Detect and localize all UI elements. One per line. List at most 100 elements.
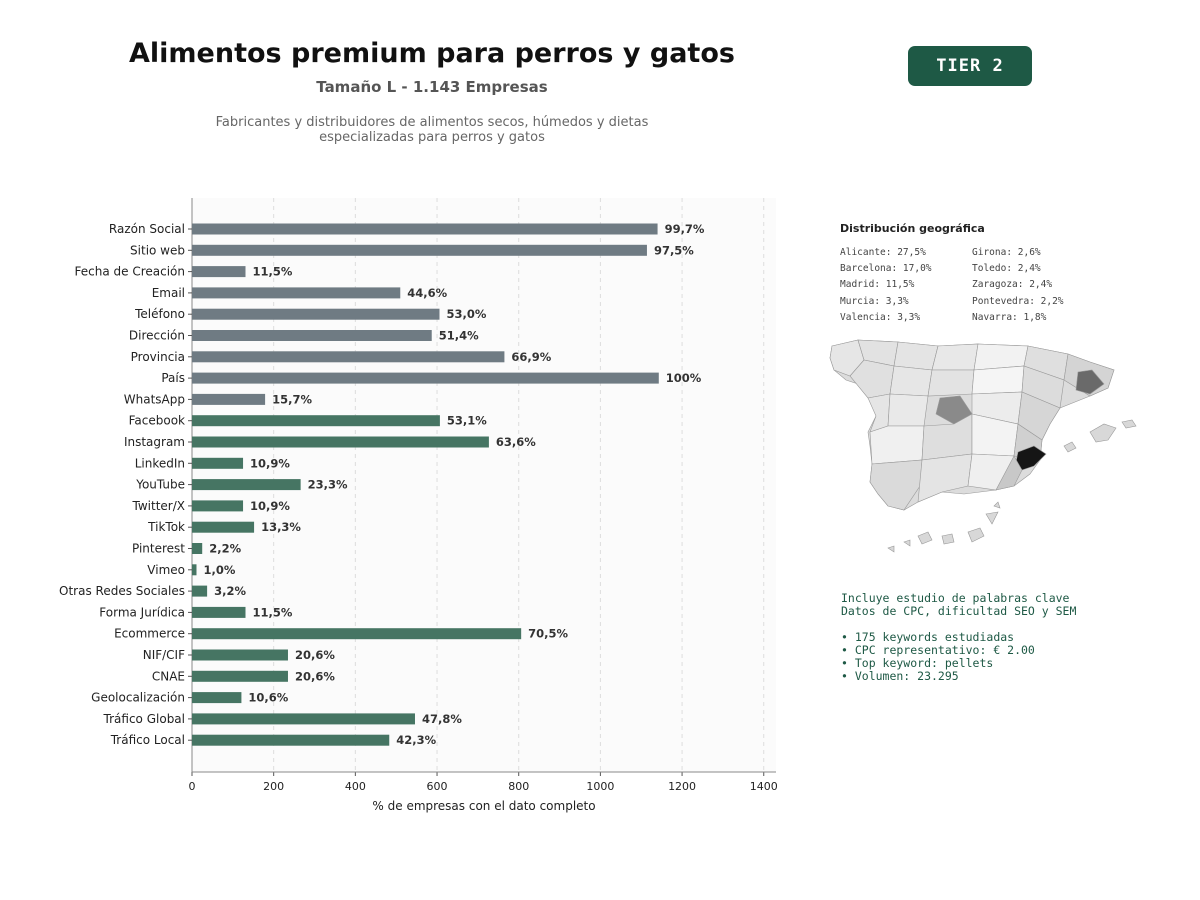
geo-item: Barcelona: 17,0% <box>840 263 932 275</box>
y-tick-label: Geolocalización <box>91 691 185 705</box>
geo-item: Toledo: 2,4% <box>972 263 1041 275</box>
geo-item: Navarra: 1,8% <box>972 311 1047 323</box>
y-tick-label: Razón Social <box>109 222 185 236</box>
bar <box>192 543 203 554</box>
bar <box>192 351 505 363</box>
data-label: 11,5% <box>252 605 292 619</box>
map-canary <box>917 531 933 545</box>
keyword-bullet: • CPC representativo: € 2.00 <box>841 643 1035 657</box>
geo-item: Murcia: 3,3% <box>840 295 909 307</box>
y-tick-label: Otras Redes Sociales <box>59 584 185 598</box>
map-barcelona <box>1075 369 1105 395</box>
y-tick-label: Dirección <box>129 329 185 343</box>
bar <box>192 415 440 427</box>
geo-item: Zaragoza: 2,4% <box>972 279 1053 291</box>
tier-badge: TIER 2 <box>908 46 1032 86</box>
data-label: 66,9% <box>511 350 551 364</box>
x-tick-label: 1000 <box>586 780 614 793</box>
y-tick-label: Instagram <box>124 435 185 449</box>
bar <box>192 244 647 256</box>
bar <box>192 649 288 661</box>
bar <box>192 734 390 746</box>
keyword-bullet: • Top keyword: pellets <box>841 656 994 670</box>
keywords-box: Incluye estudio de palabras clave Datos … <box>841 592 1076 683</box>
map-region <box>931 343 979 371</box>
y-tick-label: NIF/CIF <box>143 648 185 662</box>
bar <box>192 628 522 640</box>
keyword-bullet: • Volumen: 23.295 <box>841 669 959 683</box>
bar <box>192 330 432 341</box>
map-canary <box>887 545 895 553</box>
bar <box>192 287 401 299</box>
keywords-line: Incluye estudio de palabras clave <box>841 591 1070 605</box>
y-tick-label: CNAE <box>152 669 185 683</box>
bar <box>192 266 246 278</box>
data-label: 11,5% <box>252 265 292 279</box>
y-tick-label: Facebook <box>129 414 185 428</box>
y-tick-label: Pinterest <box>132 542 185 556</box>
geo-item: Valencia: 3,3% <box>840 311 921 323</box>
keywords-line: Datos de CPC, dificultad SEO y SEM <box>841 604 1077 618</box>
bar <box>192 585 208 597</box>
x-tick-label: 800 <box>508 780 529 793</box>
map-region <box>971 365 1025 395</box>
bar <box>192 457 244 469</box>
y-tick-label: Forma Jurídica <box>99 605 185 619</box>
data-label: 97,5% <box>654 243 694 257</box>
map-region <box>887 393 929 427</box>
page-title: Alimentos premium para perros y gatos <box>129 38 735 69</box>
bar <box>192 713 415 725</box>
description-line: especializadas para perros y gatos <box>319 130 545 145</box>
keyword-bullet: • 175 keywords estudiadas <box>841 630 1015 644</box>
data-label: 53,1% <box>447 414 487 428</box>
y-tick-label: WhatsApp <box>124 392 185 406</box>
data-label: 10,9% <box>250 499 290 513</box>
bar-chart: 0 200 400 600 800 1000 1200 1400 Razón Social 99,… <box>59 198 778 813</box>
data-label: 70,5% <box>528 627 568 641</box>
geo-list-left: Alicante: 27,5% Barcelona: 17,0% Madrid:… <box>840 245 932 326</box>
x-tick-label: 0 <box>189 780 196 793</box>
data-label: 2,2% <box>209 542 241 556</box>
bar <box>192 436 489 448</box>
map-canary <box>985 511 999 525</box>
map-region <box>893 341 939 371</box>
bar <box>192 308 440 320</box>
y-tick-label: País <box>161 371 185 385</box>
y-tick-label: Provincia <box>131 350 185 364</box>
map-canary <box>941 533 955 545</box>
data-label: 13,3% <box>261 520 301 534</box>
map-region <box>869 425 925 465</box>
map-region <box>995 455 1023 491</box>
bar <box>192 564 197 576</box>
data-label: 10,9% <box>250 456 290 470</box>
data-label: 20,6% <box>295 669 335 683</box>
data-label: 20,6% <box>295 648 335 662</box>
geo-item: Pontevedra: 2,2% <box>972 295 1064 307</box>
x-tick-label: 400 <box>345 780 366 793</box>
y-tick-label: Email <box>152 286 185 300</box>
bar <box>192 692 242 704</box>
geo-item: Madrid: 11,5% <box>840 279 915 291</box>
geo-list-right: Girona: 2,6% Toledo: 2,4% Zaragoza: 2,4%… <box>972 245 1064 326</box>
bar <box>192 479 301 491</box>
data-label: 47,8% <box>422 712 462 726</box>
map-balearic <box>1089 423 1117 443</box>
map-region <box>1017 391 1061 441</box>
page-subtitle: Tamaño L - 1.143 Empresas <box>316 78 548 96</box>
y-tick-label: Tráfico Global <box>103 712 185 726</box>
y-tick-label: Teléfono <box>134 307 185 321</box>
description-line: Fabricantes y distribuidores de alimento… <box>215 115 649 130</box>
bar <box>192 372 659 384</box>
data-label: 23,3% <box>308 478 348 492</box>
data-label: 3,2% <box>214 584 246 598</box>
y-tick-label: Tráfico Local <box>110 733 185 747</box>
y-tick-label: LinkedIn <box>135 456 185 470</box>
data-label: 53,0% <box>446 307 486 321</box>
y-tick-label: Sitio web <box>130 243 185 257</box>
map-balearic <box>1063 441 1077 453</box>
x-axis-label: % de empresas con el dato completo <box>372 799 595 813</box>
bar <box>192 670 288 682</box>
y-tick-label: YouTube <box>135 478 185 492</box>
bar <box>192 500 244 512</box>
map-region <box>927 369 975 397</box>
